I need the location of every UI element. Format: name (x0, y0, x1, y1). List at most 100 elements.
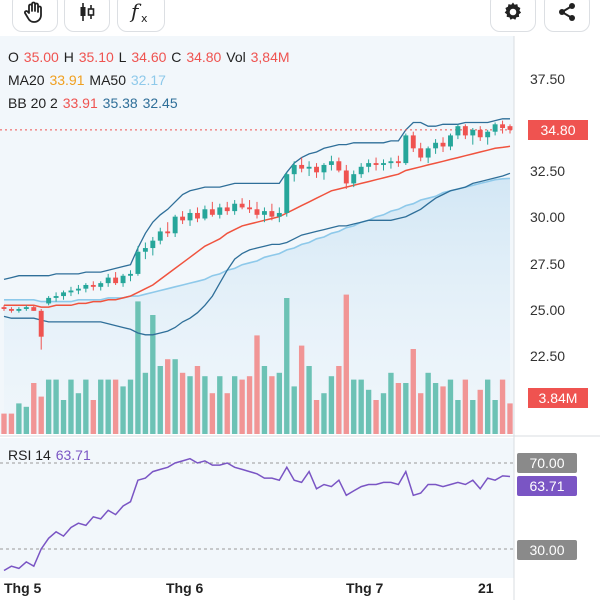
candle-body (500, 124, 506, 129)
candle-body (425, 148, 431, 158)
volume-bar (261, 366, 268, 434)
volume-bar (455, 400, 461, 434)
candle-body (343, 170, 349, 184)
candle-body (336, 161, 342, 171)
y-tick-label: 25.00 (530, 302, 566, 318)
volume-bar (351, 379, 357, 434)
close-label: C (171, 49, 182, 65)
candle-body (1, 307, 7, 309)
low-value: 34.60 (131, 49, 167, 65)
volume-bar (499, 379, 506, 434)
open-value: 35.00 (23, 49, 59, 65)
candle-body (254, 209, 260, 215)
volume-bar (45, 379, 52, 434)
chart-area[interactable] (0, 36, 600, 600)
candle-body (358, 166, 364, 175)
candle-body (261, 211, 267, 215)
candle-body (507, 126, 513, 130)
volume-bar (418, 393, 424, 434)
volume-bar (365, 389, 372, 434)
ma50-area (4, 178, 510, 434)
settings-button[interactable] (490, 0, 536, 32)
candle-body (351, 174, 357, 184)
open-label: O (8, 49, 19, 65)
toolbar: f x (0, 0, 600, 36)
candle-body (150, 240, 156, 249)
candle-body (381, 163, 386, 165)
bb-lower-value: 32.45 (142, 95, 178, 111)
last-price-tag: 34.80 (528, 120, 588, 140)
volume-bar (403, 383, 409, 434)
volume-bar (98, 379, 104, 434)
ma20-value: 33.91 (49, 72, 85, 88)
volume-bar (254, 335, 260, 434)
candlestick-button[interactable] (64, 0, 110, 32)
candle-body (455, 126, 461, 136)
candlestick-icon (80, 3, 95, 21)
candle-body (128, 273, 133, 276)
candle-body (105, 277, 111, 284)
volume-bar (75, 393, 82, 434)
candle-body (410, 135, 416, 149)
volume-bar (112, 379, 119, 434)
candle-body (284, 174, 290, 213)
volume-bar (269, 376, 275, 434)
volume-bar (8, 413, 15, 434)
rsi-label: RSI 14 (8, 447, 51, 463)
ma50-line (4, 177, 511, 303)
volume-bar (83, 379, 89, 434)
hand-icon (24, 1, 42, 23)
volume-bar (187, 376, 193, 434)
volume-bar (425, 372, 431, 434)
bb-upper-value: 35.38 (102, 95, 138, 111)
volume-bar (239, 379, 245, 434)
volume-bar (507, 403, 513, 434)
volume-bar (179, 372, 186, 434)
y-tick-label: 30.00 (530, 209, 566, 225)
candle-body (366, 163, 372, 167)
y-tick-label: 32.50 (530, 163, 566, 179)
candle-body (120, 275, 126, 284)
low-label: L (118, 49, 127, 65)
volume-bar (343, 294, 349, 434)
volume-bar (284, 298, 290, 434)
y-tick-label: 27.50 (530, 256, 566, 272)
volume-bar (38, 396, 44, 434)
volume-bar (105, 379, 111, 434)
x-tick-label: 21 (478, 580, 494, 596)
volume-bar (447, 379, 454, 434)
volume-bar (246, 376, 253, 434)
candle-body (492, 124, 498, 132)
indicator-button[interactable]: f x (117, 0, 165, 32)
volume-label: Vol (226, 49, 246, 65)
volume-bar (231, 376, 238, 434)
candle-body (23, 307, 29, 309)
rsi-upper-tag: 70.00 (517, 453, 577, 473)
share-button[interactable] (544, 0, 590, 32)
rsi-value-text: 63.71 (55, 447, 91, 463)
last-volume-tag: 3.84M (528, 388, 588, 408)
bb-lower-line (3, 172, 511, 336)
volume-bar (150, 315, 156, 434)
ma50-label: MA50 (89, 72, 126, 88)
svg-text:x: x (141, 12, 148, 25)
volume-bar (492, 400, 498, 434)
candle-body (462, 126, 468, 136)
fx-icon: f x (129, 0, 148, 25)
candle-body (224, 207, 230, 212)
candle-body (202, 209, 208, 219)
ma50-value: 32.17 (130, 72, 166, 88)
bb-label: BB 20 2 (8, 95, 58, 111)
volume-bar (135, 301, 141, 434)
candle-body (321, 164, 327, 173)
high-value: 35.10 (78, 49, 114, 65)
candle-body (157, 231, 163, 241)
volume-bar (276, 372, 283, 434)
volume-bar (388, 372, 394, 434)
x-tick-label: Thg 6 (166, 580, 204, 596)
close-value: 34.80 (186, 49, 222, 65)
candle-body (291, 164, 297, 175)
x-tick-label: Thg 5 (4, 580, 42, 596)
hand-tool-button[interactable] (12, 0, 58, 32)
candle-body (46, 297, 52, 304)
